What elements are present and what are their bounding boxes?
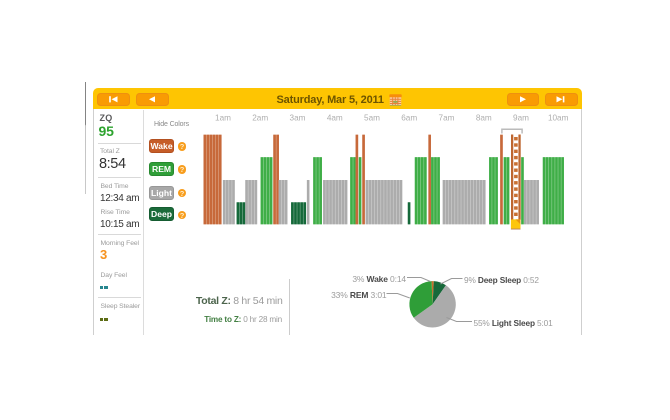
svg-text:2am: 2am xyxy=(252,114,268,123)
svg-text:10am: 10am xyxy=(548,114,569,123)
svg-text:8am: 8am xyxy=(476,114,492,123)
svg-text:4am: 4am xyxy=(327,114,343,123)
svg-text:1am: 1am xyxy=(215,114,231,123)
svg-text:3am: 3am xyxy=(290,114,306,123)
svg-text:9am: 9am xyxy=(513,114,529,123)
svg-text:7am: 7am xyxy=(439,114,455,123)
svg-text:5am: 5am xyxy=(364,114,380,123)
svg-text:6am: 6am xyxy=(401,114,417,123)
